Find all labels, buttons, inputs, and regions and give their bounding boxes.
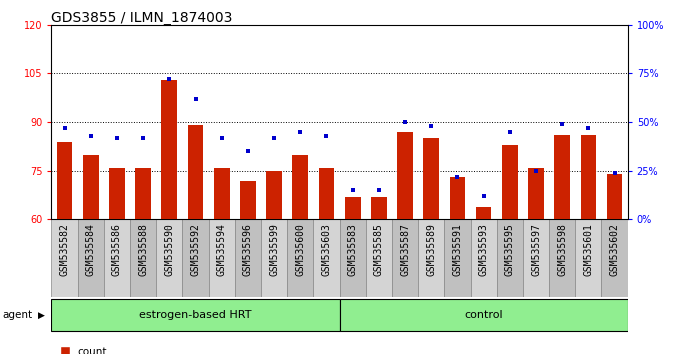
Bar xyxy=(606,174,622,219)
Text: GSM535584: GSM535584 xyxy=(86,223,96,276)
Bar xyxy=(188,125,203,219)
Bar xyxy=(471,219,497,297)
Bar xyxy=(371,197,387,219)
Bar xyxy=(549,219,576,297)
Point xyxy=(164,76,175,82)
Text: GSM535592: GSM535592 xyxy=(191,223,200,276)
Point xyxy=(530,168,541,174)
Bar xyxy=(476,206,491,219)
Text: GSM535585: GSM535585 xyxy=(374,223,384,276)
Text: GSM535590: GSM535590 xyxy=(165,223,174,276)
Bar xyxy=(497,219,523,297)
Bar xyxy=(261,219,287,297)
Text: GSM535595: GSM535595 xyxy=(505,223,514,276)
Bar xyxy=(502,145,518,219)
Point xyxy=(85,133,96,139)
Bar xyxy=(57,142,73,219)
Text: GSM535597: GSM535597 xyxy=(531,223,541,276)
Text: GSM535591: GSM535591 xyxy=(453,223,462,276)
Bar xyxy=(418,219,445,297)
Text: GSM535600: GSM535600 xyxy=(295,223,305,276)
Bar xyxy=(528,167,544,219)
Bar xyxy=(602,219,628,297)
Text: GDS3855 / ILMN_1874003: GDS3855 / ILMN_1874003 xyxy=(51,11,233,25)
Point xyxy=(347,188,358,193)
Bar xyxy=(51,219,78,297)
Legend: count, percentile rank within the sample: count, percentile rank within the sample xyxy=(57,343,257,354)
Bar xyxy=(318,167,334,219)
Point xyxy=(557,121,568,127)
Point xyxy=(504,129,515,135)
Bar xyxy=(235,219,261,297)
Point xyxy=(399,119,410,125)
Bar xyxy=(156,219,182,297)
Point xyxy=(59,125,70,131)
Bar xyxy=(83,155,99,219)
Bar xyxy=(109,167,125,219)
Point xyxy=(190,96,201,102)
Text: GSM535594: GSM535594 xyxy=(217,223,226,276)
Text: GSM535593: GSM535593 xyxy=(479,223,488,276)
Bar xyxy=(523,219,549,297)
Point xyxy=(242,149,253,154)
Point xyxy=(216,135,227,141)
Text: GSM535601: GSM535601 xyxy=(583,223,593,276)
Bar xyxy=(51,299,340,331)
Bar xyxy=(209,219,235,297)
Text: GSM535603: GSM535603 xyxy=(322,223,331,276)
Text: GSM535587: GSM535587 xyxy=(400,223,410,276)
Point xyxy=(452,174,463,179)
Bar xyxy=(135,167,151,219)
Bar xyxy=(445,219,471,297)
Bar xyxy=(554,135,570,219)
Point xyxy=(426,123,437,129)
Bar xyxy=(366,219,392,297)
Bar xyxy=(240,181,256,219)
Text: GSM535599: GSM535599 xyxy=(269,223,279,276)
Bar xyxy=(392,219,418,297)
Text: GSM535589: GSM535589 xyxy=(426,223,436,276)
Text: GSM535588: GSM535588 xyxy=(138,223,148,276)
Point xyxy=(321,133,332,139)
Bar xyxy=(182,219,209,297)
Bar xyxy=(161,80,177,219)
Bar xyxy=(340,299,628,331)
Bar xyxy=(292,155,308,219)
Bar xyxy=(340,219,366,297)
Point xyxy=(269,135,280,141)
Bar xyxy=(576,219,602,297)
Text: GSM535582: GSM535582 xyxy=(60,223,69,276)
Point xyxy=(609,170,620,176)
Text: agent: agent xyxy=(2,310,32,320)
Text: GSM535596: GSM535596 xyxy=(243,223,253,276)
Text: estrogen-based HRT: estrogen-based HRT xyxy=(139,310,252,320)
Point xyxy=(583,125,594,131)
Point xyxy=(478,193,489,199)
Text: ▶: ▶ xyxy=(38,310,45,320)
Bar xyxy=(423,138,439,219)
Point xyxy=(111,135,122,141)
Point xyxy=(373,188,384,193)
Point xyxy=(138,135,149,141)
Bar xyxy=(580,135,596,219)
Point xyxy=(295,129,306,135)
Bar xyxy=(266,171,282,219)
Bar xyxy=(78,219,104,297)
Bar xyxy=(449,177,465,219)
Bar xyxy=(214,167,230,219)
Bar xyxy=(287,219,314,297)
Bar xyxy=(314,219,340,297)
Text: GSM535583: GSM535583 xyxy=(348,223,357,276)
Text: control: control xyxy=(464,310,503,320)
Bar xyxy=(397,132,413,219)
Text: GSM535586: GSM535586 xyxy=(112,223,122,276)
Text: GSM535598: GSM535598 xyxy=(557,223,567,276)
Bar xyxy=(345,197,361,219)
Text: GSM535602: GSM535602 xyxy=(610,223,619,276)
Bar xyxy=(130,219,156,297)
Bar xyxy=(104,219,130,297)
